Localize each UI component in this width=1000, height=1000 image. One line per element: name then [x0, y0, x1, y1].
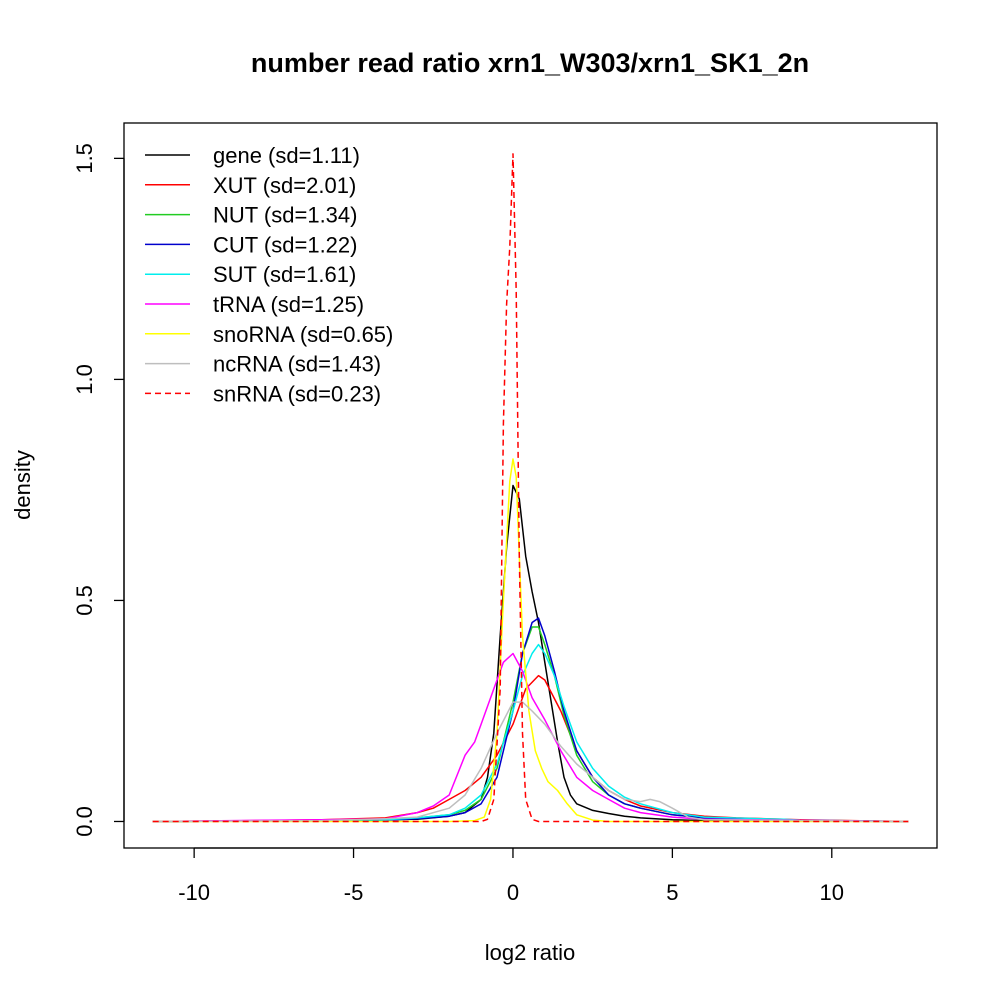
series-line-4: [152, 643, 909, 823]
x-tick-label: 10: [820, 880, 844, 905]
y-tick-label: 1.5: [72, 143, 97, 174]
legend-label: gene (sd=1.11): [213, 143, 360, 168]
legend-label: SUT (sd=1.61): [213, 262, 356, 287]
legend-label: tRNA (sd=1.25): [213, 292, 364, 317]
x-tick-label: -10: [178, 880, 210, 905]
legend-label: XUT (sd=2.01): [213, 173, 356, 198]
x-axis: -10 -5 0 5 10: [178, 847, 844, 905]
legend-label: ncRNA (sd=1.43): [213, 352, 381, 377]
x-tick-label: 5: [666, 880, 678, 905]
chart-title: number read ratio xrn1_W303/xrn1_SK1_2n: [251, 48, 809, 78]
y-tick-label: 0.0: [72, 806, 97, 837]
legend: gene (sd=1.11) XUT (sd=2.01) NUT (sd=1.34)…: [145, 143, 393, 406]
series-line-8: [152, 153, 909, 823]
series-line-0: [152, 484, 909, 823]
y-axis-label: density: [10, 450, 35, 520]
legend-label: snoRNA (sd=0.65): [213, 322, 393, 347]
legend-label: snRNA (sd=0.23): [213, 381, 381, 406]
series-layer: [152, 153, 909, 823]
legend-label: CUT (sd=1.22): [213, 232, 357, 257]
series-line-3: [152, 617, 909, 823]
x-tick-label: 0: [507, 880, 519, 905]
legend-label: NUT (sd=1.34): [213, 203, 357, 228]
x-axis-label: log2 ratio: [485, 940, 576, 965]
series-line-6: [152, 458, 909, 823]
y-tick-label: 1.0: [72, 364, 97, 395]
x-tick-label: -5: [344, 880, 364, 905]
series-line-5: [152, 652, 909, 823]
y-tick-label: 0.5: [72, 585, 97, 616]
y-axis: 0.0 0.5 1.0 1.5: [72, 143, 125, 837]
series-line-7: [152, 701, 909, 823]
series-line-1: [152, 674, 909, 823]
